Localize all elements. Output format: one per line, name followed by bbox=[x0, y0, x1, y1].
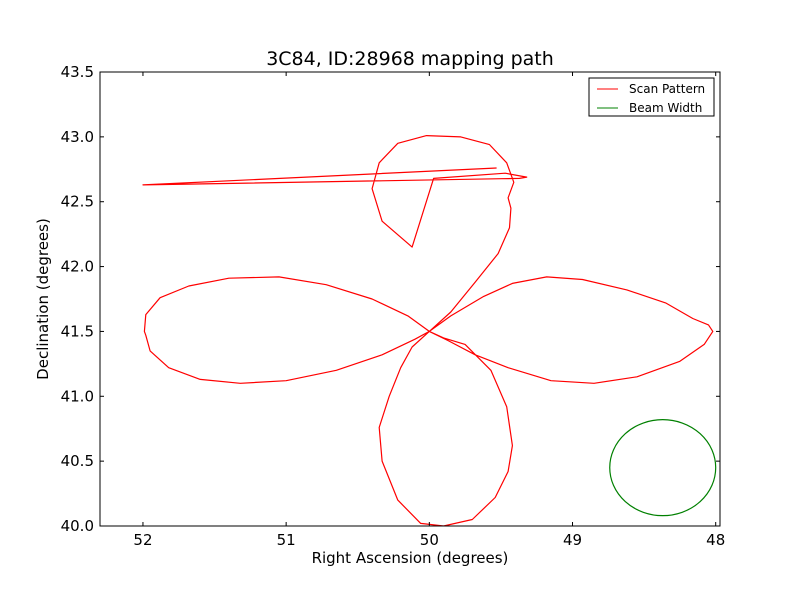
y-tick-label: 42.0 bbox=[61, 258, 94, 276]
x-tick-label: 51 bbox=[277, 531, 296, 549]
x-tick-label: 48 bbox=[706, 531, 725, 549]
legend-label-scan-pattern: Scan Pattern bbox=[629, 82, 705, 96]
x-tick-label: 52 bbox=[133, 531, 152, 549]
y-axis-label: Declination (degrees) bbox=[34, 218, 52, 380]
y-tick-label: 42.5 bbox=[61, 193, 94, 211]
y-tick-label: 41.5 bbox=[61, 322, 94, 340]
y-tick-label: 40.5 bbox=[61, 452, 94, 470]
plot-frame bbox=[99, 71, 721, 527]
ticks-layer: 52 51 50 49 48 40.0 40.5 41.0 41.5 42.0 42.5 43.0 43… bbox=[61, 63, 726, 549]
y-tick-label: 40.0 bbox=[61, 517, 94, 535]
chart-title: 3C84, ID:28968 mapping path bbox=[266, 48, 554, 70]
x-tick-label: 50 bbox=[420, 531, 439, 549]
legend: Scan Pattern Beam Width bbox=[588, 77, 715, 117]
y-tick-label: 43.0 bbox=[61, 128, 94, 146]
series-layer bbox=[142, 135, 717, 526]
x-tick-label: 49 bbox=[563, 531, 582, 549]
plot-area bbox=[100, 72, 720, 526]
legend-box bbox=[588, 77, 715, 117]
y-tick-label: 43.5 bbox=[61, 63, 94, 81]
x-axis-label: Right Ascension (degrees) bbox=[312, 549, 509, 567]
legend-label-beam-width: Beam Width bbox=[629, 101, 702, 115]
scan-pattern-line bbox=[142, 135, 714, 526]
beam-width-circle bbox=[609, 419, 717, 517]
y-tick-label: 41.0 bbox=[61, 387, 94, 405]
